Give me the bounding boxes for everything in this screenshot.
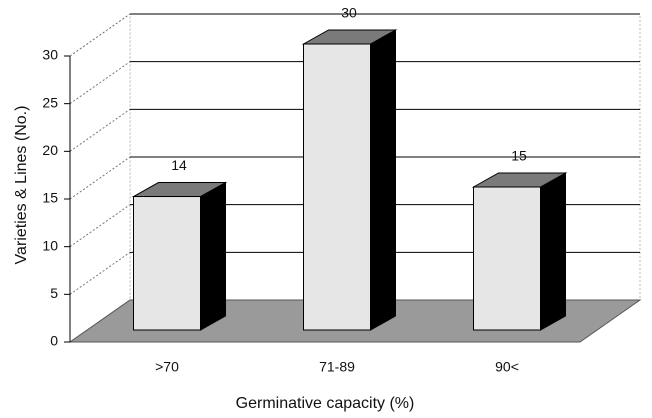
x-tick-label: 71-89 (319, 359, 355, 375)
grid-line-side (69, 108, 131, 152)
y-tick-label: 15 (42, 190, 58, 206)
x-axis-label: Germinative capacity (%) (236, 395, 415, 412)
bar-side (200, 181, 226, 331)
y-axis-label: Varieties & Lines (No.) (13, 106, 30, 265)
bar-side (540, 172, 566, 331)
bar (303, 43, 371, 331)
grid-line-side (69, 13, 131, 57)
bar (473, 186, 541, 331)
grid-line-side (69, 61, 131, 105)
y-tick-label: 20 (42, 142, 58, 158)
data-label: 14 (171, 157, 187, 173)
x-tick-label: 90< (495, 359, 519, 375)
data-label: 30 (341, 5, 357, 21)
y-tick-label: 10 (42, 237, 58, 253)
data-label: 15 (511, 148, 527, 164)
y-tick-label: 0 (50, 333, 58, 349)
grid-line-side (69, 156, 131, 200)
bar (133, 196, 201, 331)
y-tick-label: 30 (42, 47, 58, 63)
y-tick-label: 5 (50, 285, 58, 301)
x-tick-label: >70 (155, 359, 179, 375)
bar-side (370, 29, 396, 331)
grid-line-side (69, 204, 131, 248)
grid-line-side (69, 251, 131, 295)
y-tick-label: 25 (42, 94, 58, 110)
